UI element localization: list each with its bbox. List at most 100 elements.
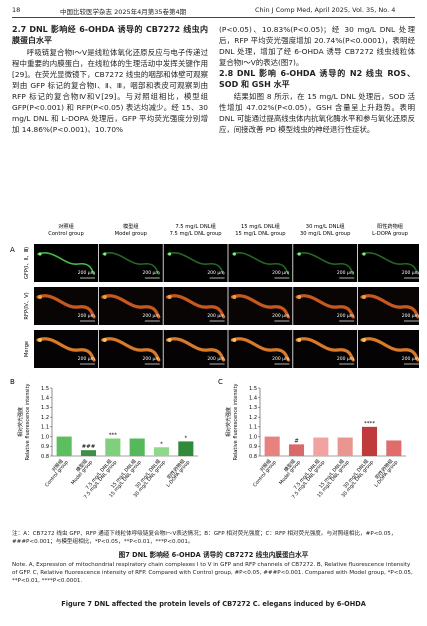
y-tick-label: 0.8	[41, 454, 49, 460]
bar	[80, 450, 97, 456]
y-tick-label: 1.2	[41, 415, 49, 421]
column-label-en: 15 mg/L DNL group	[235, 231, 286, 237]
worm-head	[362, 338, 366, 342]
column-label-cn: 阳性药物组	[377, 222, 403, 230]
worm-head	[232, 295, 237, 299]
worm-head	[168, 252, 172, 256]
y-tick-label: 1.0	[41, 434, 49, 440]
y-tick-label: 1.4	[249, 396, 257, 402]
scale-bar-label: 200 μm	[337, 313, 354, 319]
y-tick-label: 0.8	[249, 454, 257, 460]
worm-head	[297, 295, 302, 299]
bar	[386, 440, 402, 456]
worm-head	[38, 338, 42, 342]
bar	[178, 441, 194, 456]
y-tick-label: 0.9	[249, 444, 257, 450]
scale-bar-label: 200 μm	[272, 313, 289, 319]
worm	[230, 294, 290, 319]
worm	[360, 337, 419, 362]
column-label-cn: 7.5 mg/L DNL组	[175, 222, 215, 230]
scale-bar-label: 200 μm	[272, 270, 289, 276]
worm	[101, 337, 161, 362]
worm-head	[297, 338, 302, 342]
y-axis-label-en: Relative fluorescence intensity	[25, 384, 31, 461]
scale-bar-label: 200 μm	[78, 313, 95, 319]
column-label-en: Control group	[48, 231, 84, 237]
y-tick-label: 1.3	[41, 405, 49, 411]
worm-head	[297, 252, 301, 256]
y-tick-label: 1.1	[41, 425, 49, 431]
worm	[230, 337, 290, 362]
y-axis-label-en: Relative fluorescence intensity	[233, 384, 239, 461]
y-tick-label: 0.9	[41, 444, 49, 450]
scale-bar-label: 200 μm	[207, 313, 224, 319]
bar	[264, 436, 280, 456]
column-label-en: L-DOPA group	[372, 231, 409, 237]
worm	[101, 294, 161, 319]
row-label: GFP(Ⅰ、Ⅱ、Ⅲ)	[24, 247, 30, 279]
scale-bar-label: 200 μm	[402, 356, 419, 362]
worm	[361, 251, 419, 275]
worm-head	[38, 295, 42, 299]
scale-bar-label: 200 μm	[143, 313, 160, 319]
micrograph	[358, 244, 419, 282]
scale-bar-label: 200 μm	[207, 270, 224, 276]
bar	[153, 447, 170, 456]
paragraph: 呼吸链复合物Ⅰ～Ⅴ是线粒体氧化还原反应与电子传递过程中重要的内膜蛋白，在线粒体的…	[12, 48, 208, 134]
worm-head	[38, 252, 42, 256]
y-tick-label: 1.0	[249, 434, 257, 440]
micrograph	[34, 244, 98, 282]
panel-label: C	[218, 378, 223, 386]
bar	[56, 436, 72, 456]
journal-cn: 中国比较医学杂志 2025年4月第35卷第4期	[60, 8, 187, 16]
y-tick-label: 1.3	[249, 405, 257, 411]
worm-head	[232, 338, 237, 342]
significance-label: ****	[364, 421, 375, 427]
worm	[37, 251, 95, 275]
y-tick-label: 1.5	[41, 386, 49, 392]
micrograph	[293, 244, 358, 282]
column-label-cn: 模型组	[123, 222, 139, 230]
scale-bar-label: 200 μm	[402, 313, 419, 319]
worm	[36, 337, 96, 362]
significance-label: #	[294, 438, 299, 444]
worm	[295, 337, 355, 362]
micrograph	[98, 244, 163, 282]
column-label-cn: 对照组	[58, 222, 74, 230]
worm-head	[102, 338, 107, 342]
y-axis-label-cn: 相对荧光强度	[225, 407, 232, 437]
chart-b: B 相对荧光强度 Relative fluorescence intensity 0.…	[10, 378, 198, 500]
bar	[129, 438, 145, 456]
panel-label: B	[10, 378, 15, 386]
column-label-cn: 30 mg/L DNL组	[306, 222, 345, 230]
worm-head	[167, 295, 172, 299]
row-label: RFP(Ⅳ、Ⅴ)	[24, 292, 30, 319]
y-axis-label-cn: 相对荧光强度	[17, 407, 24, 437]
scale-bar-label: 200 μm	[402, 270, 419, 276]
micrograph	[163, 244, 228, 282]
right-column: (P<0.05)、10.83%(P<0.05)；经 30 mg/L DNL 处理…	[219, 24, 415, 135]
page-number: 18	[12, 6, 21, 14]
y-tick-label: 1.4	[41, 396, 49, 402]
figure-title-en: Figure 7 DNL affected the protein levels…	[61, 600, 366, 608]
y-tick-label: 1.1	[249, 425, 257, 431]
worm	[166, 294, 226, 319]
journal-en: Chin J Comp Med, April 2025, Vol. 35, No…	[255, 6, 396, 14]
section-heading: 2.8 DNL 影响 6-OHDA 诱导的 N2 线虫 ROS、SOD 和 GS…	[219, 69, 415, 89]
column-label-en: Model group	[115, 231, 148, 237]
worm-head	[232, 252, 236, 256]
scale-bar-label: 200 μm	[143, 270, 160, 276]
row-label: Merge	[24, 341, 30, 357]
worm	[166, 251, 225, 275]
y-tick-label: 1.2	[249, 415, 257, 421]
bar	[288, 444, 305, 456]
worm	[102, 251, 160, 275]
scale-bar-label: 200 μm	[78, 356, 95, 362]
scale-bar-label: 200 μm	[337, 270, 354, 276]
worm-head	[362, 295, 366, 299]
worm	[231, 251, 290, 275]
figure-note-en: Note. A, Expression of mitochondrial res…	[12, 562, 413, 584]
bar	[313, 437, 329, 456]
